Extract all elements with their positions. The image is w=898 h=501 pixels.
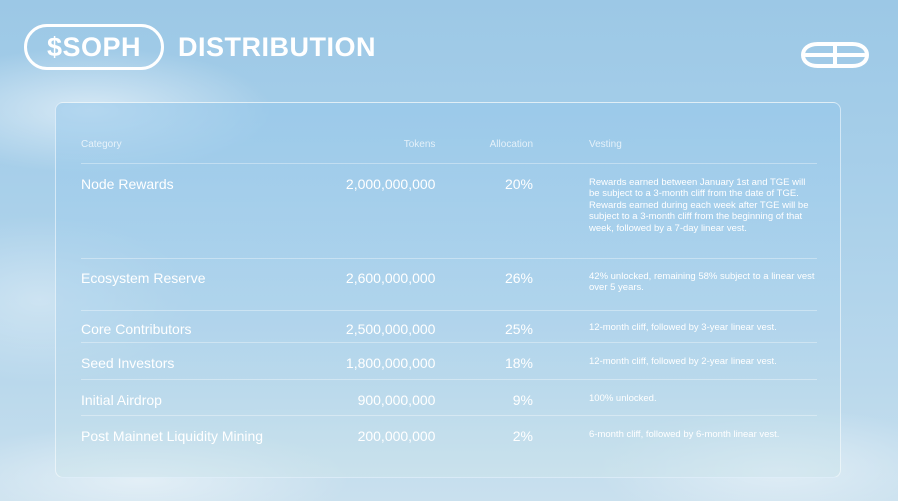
allocation-cell: 9% [512, 392, 533, 408]
allocation-cell: 20% [504, 176, 533, 192]
table-row: Node Rewards 2,000,000,000 20% Rewards e… [81, 164, 817, 259]
tokens-cell: 900,000,000 [357, 392, 436, 408]
category-cell: Ecosystem Reserve [81, 270, 206, 286]
table-row: Seed Investors 1,800,000,000 18% 12-mont… [81, 343, 817, 380]
column-header-vesting: Vesting [589, 139, 622, 150]
column-header-allocation: Allocation [489, 139, 533, 150]
column-header-category: Category [81, 139, 122, 150]
ticker-text: $SOPH [47, 31, 142, 62]
vesting-cell: 42% unlocked, remaining 58% subject to a… [589, 271, 815, 294]
vesting-cell: 100% unlocked. [589, 393, 657, 404]
ticker-badge: $SOPH [24, 24, 165, 70]
distribution-table: Category Tokens Allocation Vesting Node … [81, 139, 817, 453]
vesting-cell: 6-month cliff, followed by 6-month linea… [589, 429, 780, 440]
category-cell: Post Mainnet Liquidity Mining [81, 428, 264, 444]
vesting-cell: 12-month cliff, followed by 2-year linea… [589, 356, 777, 367]
tokens-cell: 2,600,000,000 [345, 270, 436, 286]
tokens-cell: 2,500,000,000 [345, 321, 436, 337]
category-cell: Node Rewards [81, 176, 174, 192]
category-cell: Core Contributors [81, 321, 192, 337]
allocation-cell: 2% [512, 428, 533, 444]
sophon-logo-icon [800, 42, 870, 68]
allocation-cell: 26% [504, 270, 533, 286]
category-cell: Seed Investors [81, 355, 175, 371]
category-cell: Initial Airdrop [81, 392, 162, 408]
page-title: DISTRIBUTION [178, 31, 377, 62]
tokens-cell: 1,800,000,000 [345, 355, 436, 371]
table-row: Ecosystem Reserve 2,600,000,000 26% 42% … [81, 259, 817, 311]
allocation-cell: 18% [504, 355, 533, 371]
tokens-cell: 2,000,000,000 [345, 176, 436, 192]
distribution-panel: Category Tokens Allocation Vesting Node … [55, 102, 841, 478]
vesting-cell: 12-month cliff, followed by 3-year linea… [589, 322, 777, 333]
column-header-tokens: Tokens [403, 139, 436, 150]
allocation-cell: 25% [504, 321, 533, 337]
table-row: Core Contributors 2,500,000,000 25% 12-m… [81, 311, 817, 343]
table-row: Initial Airdrop 900,000,000 9% 100% unlo… [81, 380, 817, 416]
table-header-row: Category Tokens Allocation Vesting [81, 139, 817, 164]
table-row: Post Mainnet Liquidity Mining 200,000,00… [81, 416, 817, 453]
header: $SOPH DISTRIBUTION [24, 22, 376, 72]
tokens-cell: 200,000,000 [357, 428, 436, 444]
vesting-cell: Rewards earned between January 1st and T… [589, 177, 809, 234]
